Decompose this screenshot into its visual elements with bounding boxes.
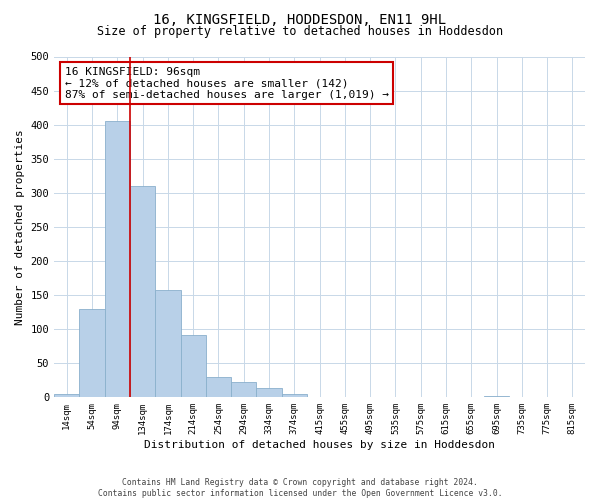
Bar [105,122,130,398]
Bar [281,394,307,398]
Bar [256,388,281,398]
Bar [484,396,509,398]
Bar [206,377,231,398]
Bar [155,290,181,398]
Bar [130,186,155,398]
Bar [54,394,79,398]
Text: 16, KINGSFIELD, HODDESDON, EN11 9HL: 16, KINGSFIELD, HODDESDON, EN11 9HL [154,12,446,26]
Text: Size of property relative to detached houses in Hoddesdon: Size of property relative to detached ho… [97,25,503,38]
Text: 16 KINGSFIELD: 96sqm
← 12% of detached houses are smaller (142)
87% of semi-deta: 16 KINGSFIELD: 96sqm ← 12% of detached h… [65,66,389,100]
Text: Contains HM Land Registry data © Crown copyright and database right 2024.
Contai: Contains HM Land Registry data © Crown c… [98,478,502,498]
Bar [231,382,256,398]
Bar [181,334,206,398]
Y-axis label: Number of detached properties: Number of detached properties [15,129,25,325]
X-axis label: Distribution of detached houses by size in Hoddesdon: Distribution of detached houses by size … [144,440,495,450]
Bar [79,308,105,398]
